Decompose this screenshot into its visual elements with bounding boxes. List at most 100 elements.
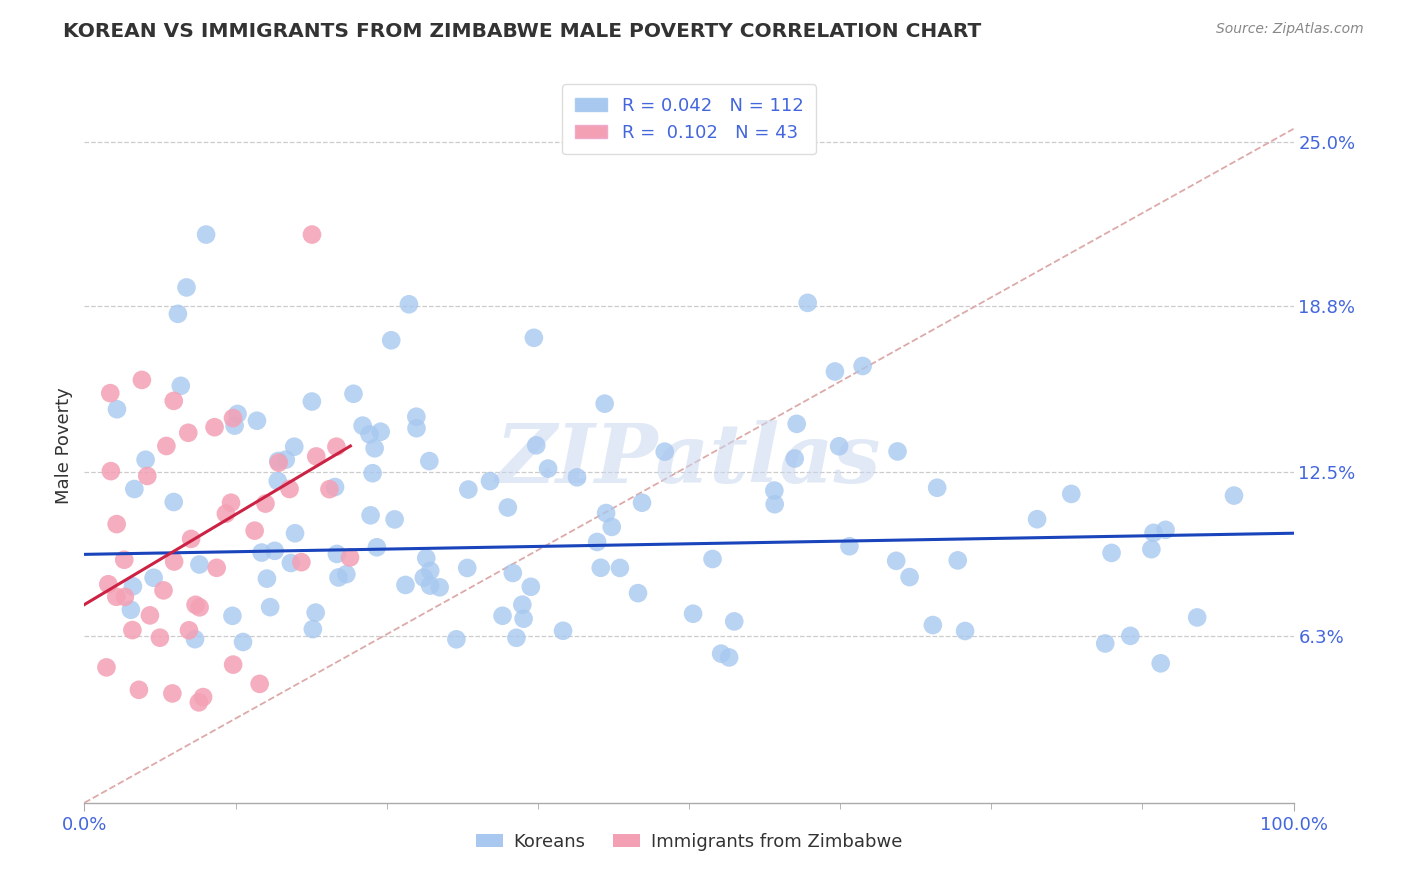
Point (278, 482, 301, 496)
Point (783, 451, 806, 466)
Point (177, 425, 200, 440)
Point (215, 507, 238, 521)
Point (609, 561, 631, 575)
Point (523, 331, 546, 345)
Point (226, 407, 249, 421)
Point (682, 607, 704, 621)
Point (105, 517, 128, 532)
Point (305, 606, 328, 620)
Point (176, 280, 198, 294)
Point (384, 512, 406, 526)
Point (112, 553, 135, 567)
Point (1154, 523, 1177, 537)
Point (1223, 489, 1246, 503)
Point (326, 547, 349, 561)
Point (763, 483, 786, 498)
Point (418, 454, 440, 468)
Point (359, 427, 381, 442)
Point (710, 647, 733, 661)
Point (187, 695, 209, 709)
Point (921, 618, 943, 632)
Point (366, 541, 388, 555)
Point (838, 539, 860, 553)
Point (342, 386, 364, 401)
Point (243, 524, 266, 538)
Point (524, 438, 547, 452)
Point (191, 690, 214, 704)
Point (325, 440, 347, 454)
Legend: Koreans, Immigrants from Zimbabwe: Koreans, Immigrants from Zimbabwe (468, 826, 910, 858)
Point (250, 545, 273, 559)
Point (121, 623, 143, 637)
Point (335, 567, 357, 582)
Point (302, 622, 325, 636)
Point (456, 561, 478, 575)
Point (457, 483, 479, 497)
Point (1185, 610, 1208, 624)
Point (1142, 525, 1164, 540)
Point (184, 632, 207, 647)
Point (163, 495, 186, 509)
Point (600, 520, 623, 534)
Point (360, 508, 382, 523)
Point (718, 650, 741, 665)
Point (267, 474, 290, 488)
Point (224, 418, 246, 433)
Point (124, 482, 146, 496)
Point (1101, 546, 1123, 560)
Point (380, 333, 402, 347)
Point (274, 452, 297, 467)
Point (222, 657, 245, 672)
Point (100, 464, 122, 478)
Point (163, 555, 186, 569)
Point (128, 682, 150, 697)
Point (405, 409, 427, 424)
Point (496, 500, 519, 515)
Point (149, 631, 172, 645)
Point (222, 411, 245, 425)
Point (105, 590, 128, 604)
Point (221, 608, 243, 623)
Point (131, 373, 153, 387)
Point (631, 496, 654, 510)
Point (339, 550, 361, 565)
Point (884, 554, 907, 568)
Point (786, 417, 808, 431)
Text: ZIPatlas: ZIPatlas (496, 420, 882, 500)
Point (520, 580, 543, 594)
Point (283, 440, 305, 454)
Point (180, 532, 202, 546)
Point (1140, 542, 1163, 557)
Point (184, 598, 207, 612)
Point (505, 631, 527, 645)
Point (167, 307, 190, 321)
Point (152, 583, 174, 598)
Point (195, 227, 218, 242)
Point (301, 394, 323, 409)
Point (139, 608, 162, 623)
Point (419, 579, 441, 593)
Point (219, 496, 242, 510)
Point (446, 632, 468, 647)
Point (267, 456, 290, 470)
Point (135, 452, 157, 467)
Point (188, 600, 211, 615)
Point (301, 227, 323, 242)
Point (290, 555, 312, 569)
Point (595, 506, 617, 520)
Point (363, 442, 385, 456)
Point (1060, 487, 1083, 501)
Point (589, 561, 612, 575)
Point (246, 414, 269, 428)
Point (405, 421, 427, 435)
Point (898, 570, 921, 584)
Point (259, 600, 281, 615)
Point (177, 624, 200, 638)
Point (429, 580, 451, 594)
Point (162, 686, 184, 700)
Text: KOREAN VS IMMIGRANTS FROM ZIMBABWE MALE POVERTY CORRELATION CHART: KOREAN VS IMMIGRANTS FROM ZIMBABWE MALE … (63, 22, 981, 41)
Point (828, 439, 851, 453)
Point (796, 296, 818, 310)
Point (702, 552, 724, 566)
Point (886, 444, 908, 458)
